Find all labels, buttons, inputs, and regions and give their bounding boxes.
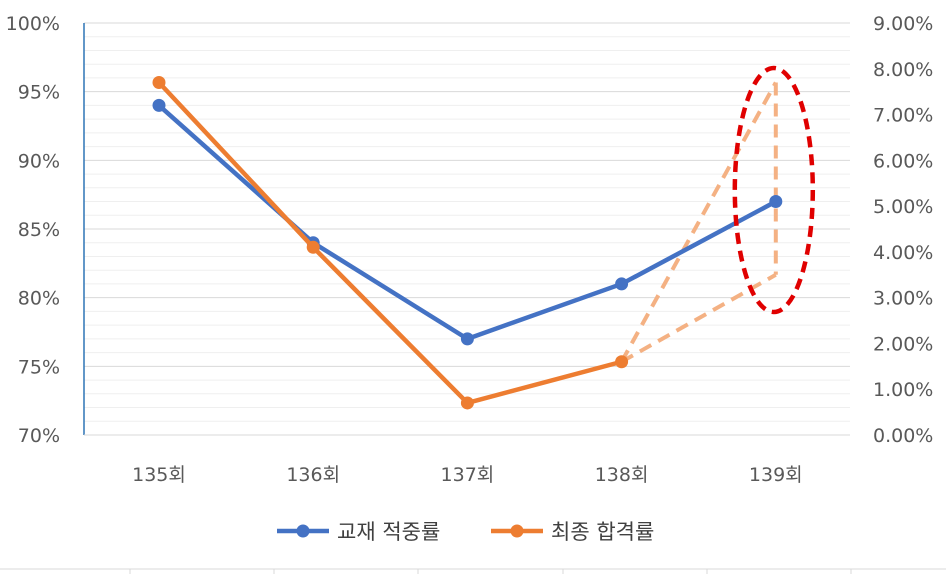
highlight-ellipse-shape [732, 65, 816, 315]
data-point [306, 240, 320, 254]
data-point [460, 332, 474, 346]
left-axis-ticks: 70% 75% 80% 85% 90% 95% 100% [6, 13, 60, 447]
right-axis-ticks: 0.00% 1.00% 2.00% 3.00% 4.00% 5.00% 6.00% 7.00%… [873, 13, 933, 447]
right-tick-label: 1.00% [873, 379, 933, 401]
x-tick-label: 139회 [749, 464, 803, 486]
gridlines [84, 22, 850, 436]
left-tick-label: 90% [18, 150, 60, 172]
left-tick-label: 70% [18, 425, 60, 447]
right-tick-label: 8.00% [873, 59, 933, 81]
legend-label: 최종 합격률 [551, 520, 654, 544]
highlight-ellipse [732, 65, 816, 315]
left-tick-label: 80% [18, 288, 60, 310]
projection-line [619, 81, 778, 363]
series-line-pass-rate [157, 80, 623, 406]
right-tick-label: 7.00% [873, 105, 933, 127]
legend-label: 교재 적중률 [337, 520, 440, 544]
right-tick-label: 6.00% [873, 150, 933, 172]
right-tick-label: 4.00% [873, 242, 933, 264]
legend-swatch-marker [510, 524, 524, 538]
data-point [769, 195, 783, 209]
right-tick-label: 9.00% [873, 13, 933, 35]
data-point [615, 277, 629, 291]
data-point [152, 76, 166, 90]
series-lines [152, 76, 783, 410]
x-tick-label: 135회 [132, 464, 186, 486]
axes [83, 23, 850, 436]
left-tick-label: 95% [18, 82, 60, 104]
x-tick-label: 137회 [441, 464, 495, 486]
projection-lines [619, 81, 778, 364]
x-tick-label: 138회 [595, 464, 649, 486]
right-tick-label: 2.00% [873, 333, 933, 355]
left-tick-label: 100% [6, 13, 60, 35]
legend-swatch-marker [296, 524, 310, 538]
right-tick-label: 0.00% [873, 425, 933, 447]
data-point [460, 396, 474, 410]
bottom-frame [0, 568, 946, 574]
right-tick-label: 3.00% [873, 288, 933, 310]
x-tick-label: 136회 [286, 464, 340, 486]
series-line-hit-rate [157, 103, 777, 342]
x-axis-ticks: 135회 136회 137회 138회 139회 [132, 464, 803, 486]
legend: 교재 적중률 최종 합격률 [277, 520, 654, 544]
right-tick-label: 5.00% [873, 196, 933, 218]
left-tick-label: 75% [18, 356, 60, 378]
data-point [152, 98, 166, 112]
left-tick-label: 85% [18, 219, 60, 241]
data-point [615, 355, 629, 369]
